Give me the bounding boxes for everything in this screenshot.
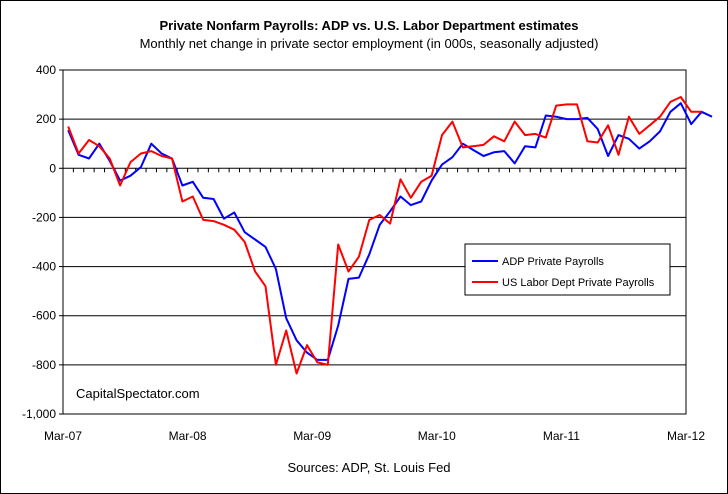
y-tick-label: -600 <box>32 309 56 323</box>
legend-box <box>464 243 671 296</box>
legend-label-bls: US Labor Dept Private Payrolls <box>502 277 655 289</box>
x-axis-ticks: Mar-07 Mar-08 Mar-09 Mar-10 Mar-11 Mar-12 <box>44 168 705 443</box>
legend-label-adp: ADP Private Payrolls <box>502 256 604 268</box>
y-tick-label: -200 <box>32 210 56 224</box>
x-tick-label: Mar-12 <box>667 429 705 443</box>
y-tick-label: 200 <box>36 112 56 126</box>
x-tick-label: Mar-10 <box>418 429 456 443</box>
legend: ADP Private Payrolls US Labor Dept Priva… <box>464 243 671 296</box>
plot-area <box>62 69 687 415</box>
y-tick-label: -1,000 <box>22 407 56 421</box>
chart-title: Private Nonfarm Payrolls: ADP vs. U.S. L… <box>159 18 578 33</box>
x-tick-label: Mar-11 <box>543 429 580 443</box>
series-lines <box>67 96 713 375</box>
watermark-text: CapitalSpectator.com <box>76 386 200 401</box>
x-tick-label: Mar-09 <box>293 429 331 443</box>
y-tick-label: -800 <box>32 358 56 372</box>
y-tick-label: 400 <box>36 63 56 77</box>
x-tick-label: Mar-07 <box>44 429 82 443</box>
y-tick-label: -400 <box>32 260 56 274</box>
chart-subtitle: Monthly net change in private sector emp… <box>140 36 599 51</box>
y-axis-ticks: 400 200 0 -200 -400 -600 -800 -1,000 <box>22 63 63 421</box>
series-line-adp <box>67 102 713 361</box>
series-line-bls <box>67 96 702 375</box>
x-tick-label: Mar-08 <box>169 429 207 443</box>
y-tick-label: 0 <box>49 161 56 175</box>
source-note: Sources: ADP, St. Louis Fed <box>287 460 450 475</box>
